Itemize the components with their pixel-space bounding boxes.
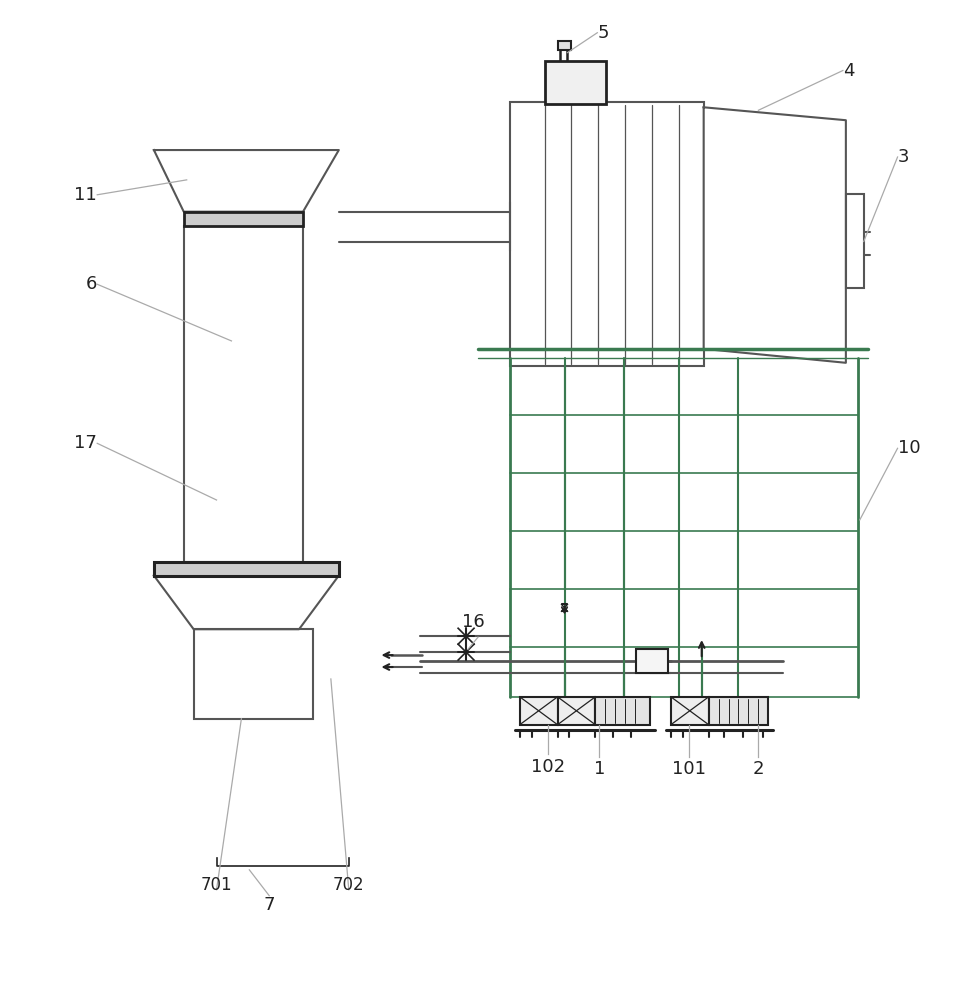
Bar xyxy=(596,697,650,725)
Text: 17: 17 xyxy=(75,434,97,452)
Bar xyxy=(510,102,704,366)
Text: 2: 2 xyxy=(753,760,764,778)
Bar xyxy=(520,697,557,725)
Text: 5: 5 xyxy=(597,24,609,42)
Text: 102: 102 xyxy=(530,758,565,776)
Polygon shape xyxy=(153,576,339,629)
Text: 702: 702 xyxy=(333,876,364,894)
Bar xyxy=(184,226,303,562)
Bar xyxy=(709,697,768,725)
Text: 11: 11 xyxy=(75,186,97,204)
Bar xyxy=(671,697,709,725)
Text: 16: 16 xyxy=(461,613,484,631)
Bar xyxy=(545,61,606,104)
Text: 4: 4 xyxy=(843,62,854,80)
Bar xyxy=(846,194,864,288)
Polygon shape xyxy=(704,107,846,363)
Text: 10: 10 xyxy=(898,439,921,457)
Bar xyxy=(557,697,596,725)
Bar xyxy=(557,41,572,50)
Bar xyxy=(194,629,313,719)
Text: 701: 701 xyxy=(200,876,232,894)
Text: 1: 1 xyxy=(594,760,605,778)
Text: 3: 3 xyxy=(898,148,909,166)
Bar xyxy=(153,562,339,576)
Bar xyxy=(184,212,303,226)
Polygon shape xyxy=(153,150,339,212)
Bar xyxy=(636,649,667,673)
Text: 7: 7 xyxy=(264,896,275,914)
Text: 6: 6 xyxy=(86,275,97,293)
Text: 101: 101 xyxy=(672,760,706,778)
